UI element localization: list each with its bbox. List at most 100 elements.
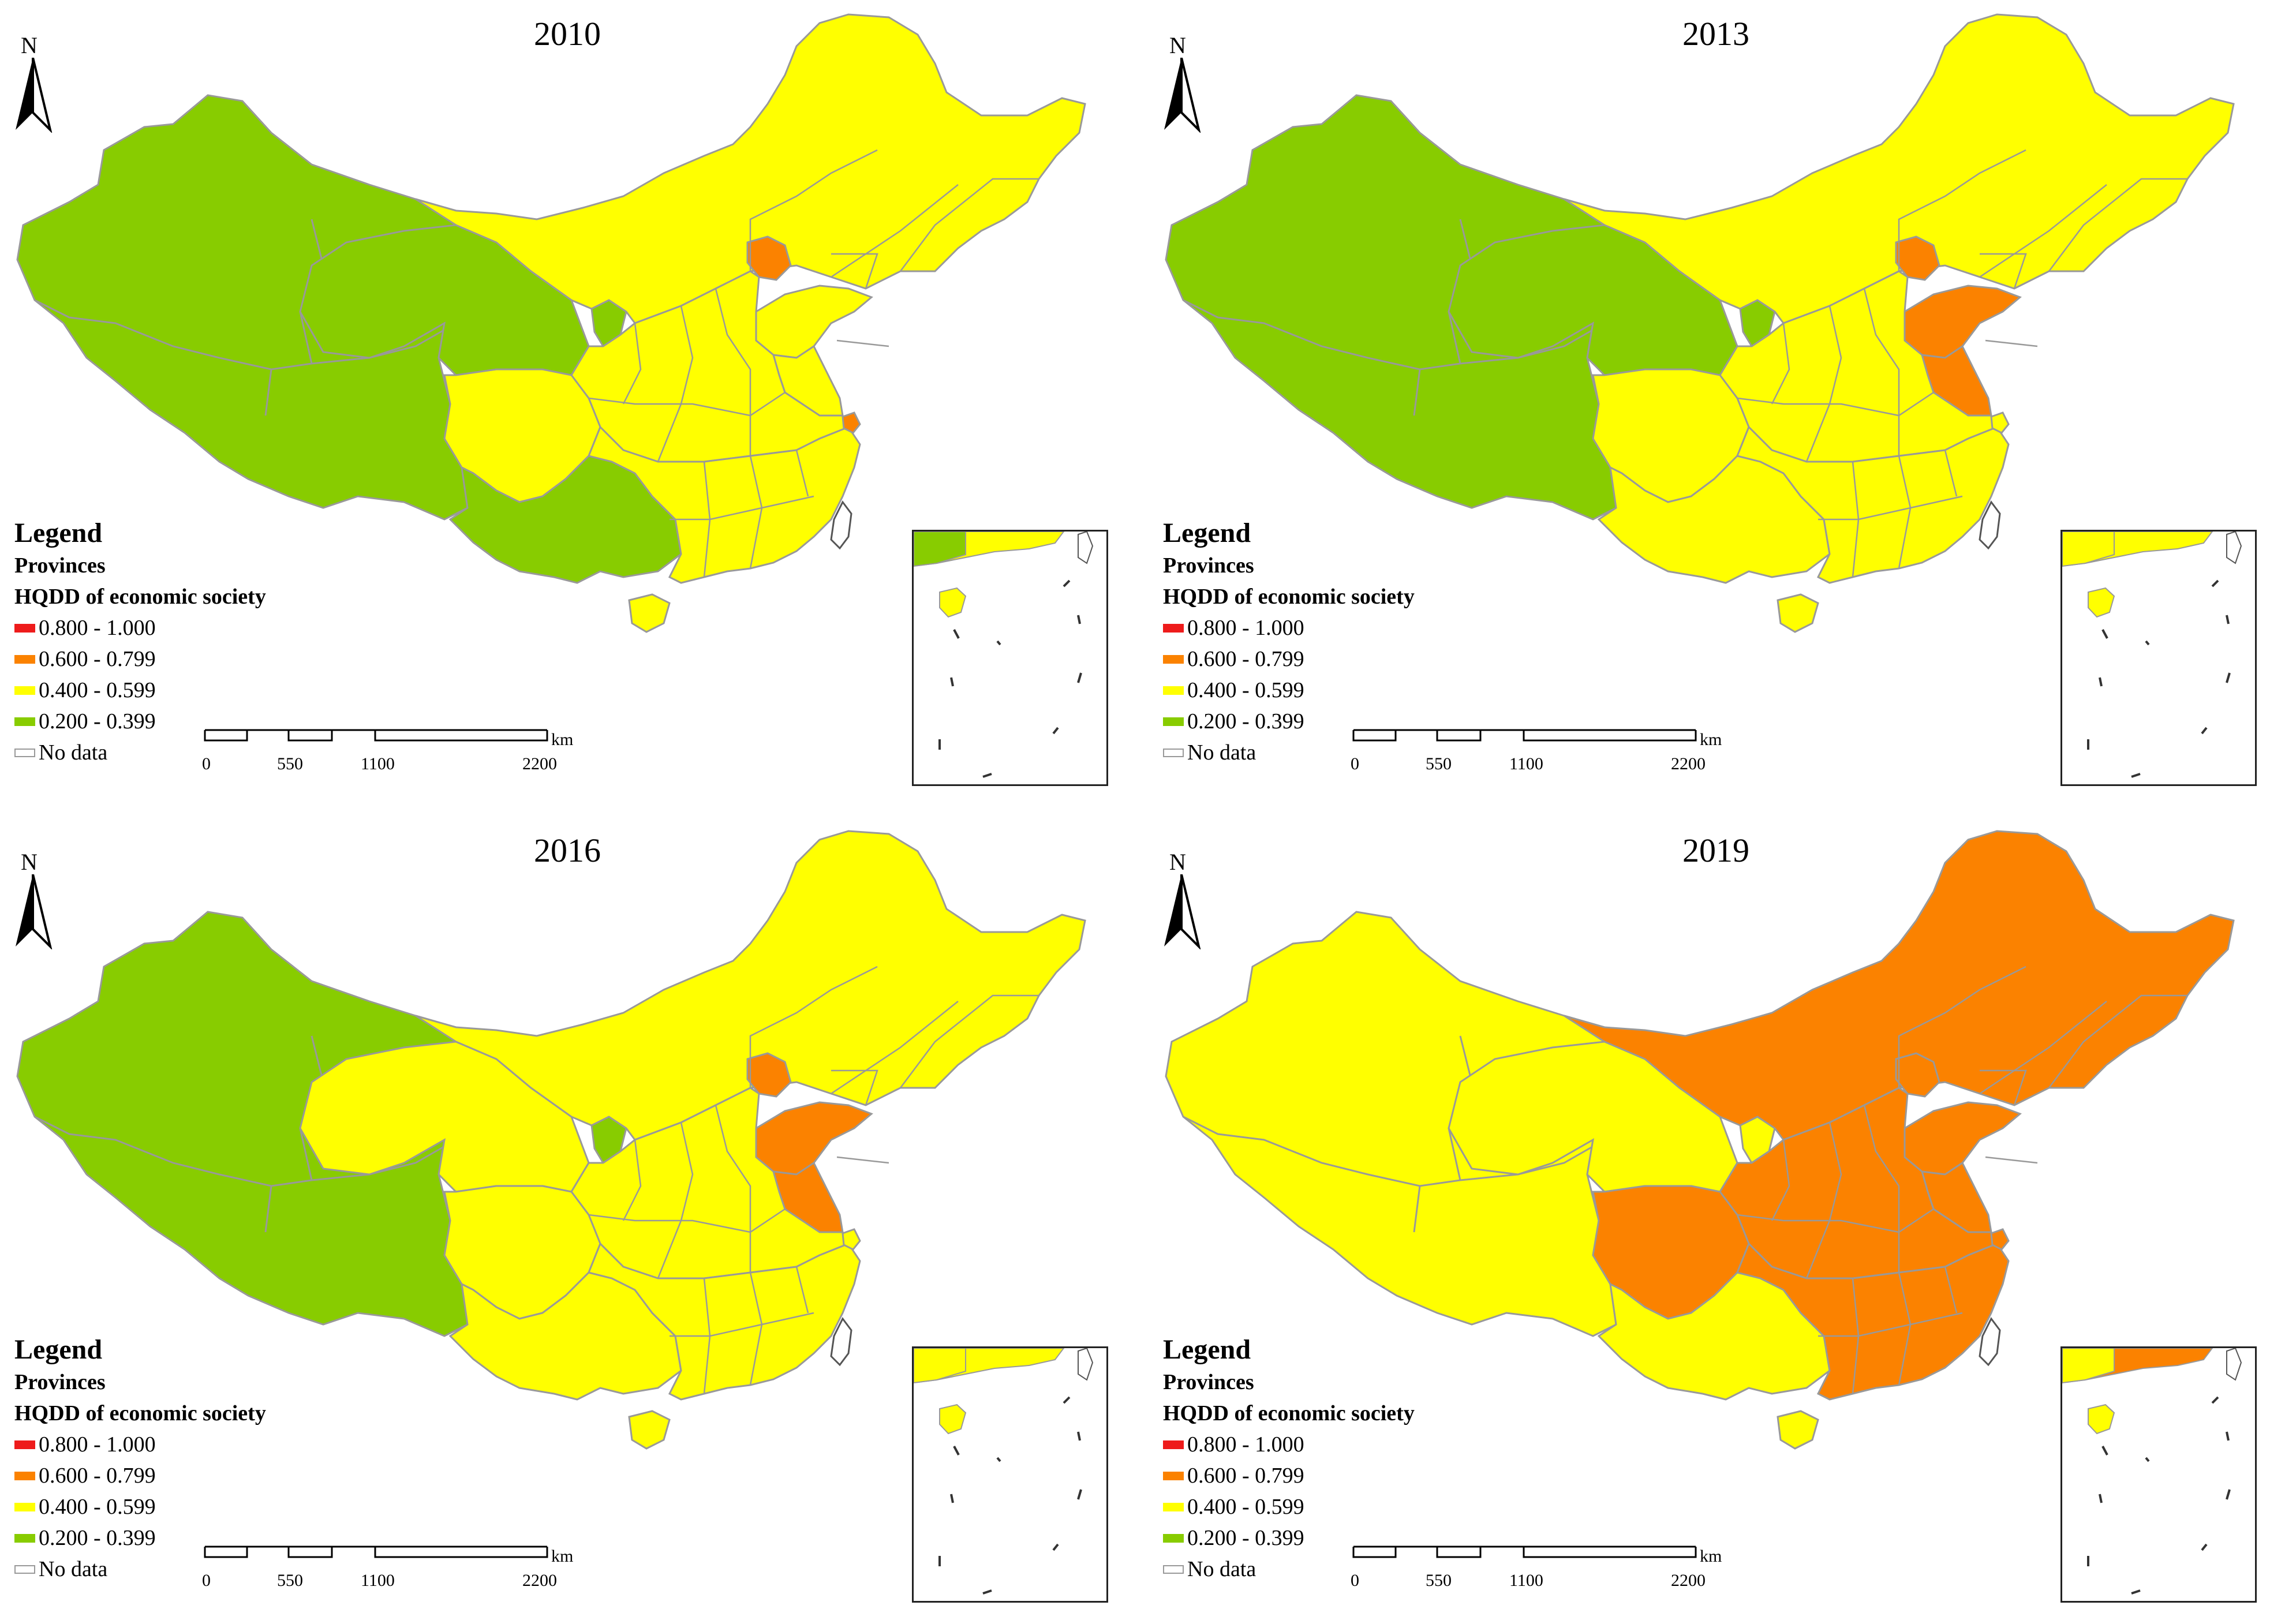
region-southeast <box>587 1242 861 1401</box>
south-china-sea-inset <box>2060 530 2257 786</box>
legend-row: 0.200 - 0.399 <box>1163 706 1567 737</box>
scale-bar: km 0 550 1100 2200 <box>202 719 577 782</box>
scale-tick: 1100 <box>361 1571 395 1590</box>
legend: Legend Provinces HQDD of economic societ… <box>1163 517 1567 768</box>
north-label: N <box>1169 849 1186 875</box>
legend-row: No data <box>1163 1554 1567 1585</box>
scale-bar-graphic <box>1352 729 1697 742</box>
inset-hainan <box>939 587 967 618</box>
legend-row: 0.600 - 0.799 <box>14 1460 418 1491</box>
legend-row: 0.800 - 1.000 <box>14 612 418 643</box>
legend-swatch <box>14 748 35 757</box>
legend-layer: Provinces <box>1163 553 1254 578</box>
island-dashes <box>938 1396 1082 1595</box>
legend-swatch <box>1163 1440 1184 1449</box>
legend-field: HQDD of economic society <box>14 1401 266 1425</box>
year-title: 2010 <box>534 15 601 53</box>
region-southeast <box>1736 425 2010 584</box>
inset-taiwan <box>2226 532 2242 564</box>
legend-label: 0.800 - 1.000 <box>39 616 156 640</box>
scale-bar-graphic <box>204 729 548 742</box>
legend-label: 0.600 - 0.799 <box>1187 1464 1304 1488</box>
legend-label: 0.600 - 0.799 <box>1187 647 1304 671</box>
legend-label: No data <box>1187 740 1256 765</box>
legend-swatch <box>14 1440 35 1449</box>
scale-tick: 0 <box>1351 1571 1359 1590</box>
region-northeast <box>415 13 1086 324</box>
scale-tick: 0 <box>202 1571 211 1590</box>
year-title: 2019 <box>1682 832 1749 869</box>
map-panel-2013: 2013 N Legend Provinces HQDD of economic… <box>1149 0 2270 807</box>
map-panel-2016: 2016 N Legend Provinces HQDD of economic… <box>0 817 1135 1624</box>
north-arrow: N <box>1161 32 1202 136</box>
north-label: N <box>21 849 38 875</box>
year-title: 2013 <box>1682 15 1749 53</box>
legend: Legend Provinces HQDD of economic societ… <box>14 517 418 768</box>
legend-swatch <box>1163 1533 1184 1543</box>
legend-label: 0.200 - 0.399 <box>1187 709 1304 734</box>
scale-unit: km <box>1700 1547 1722 1566</box>
region-beijing <box>746 1052 792 1098</box>
legend-swatch <box>14 623 35 633</box>
legend-label: 0.200 - 0.399 <box>1187 1526 1304 1550</box>
legend-swatch <box>1163 1471 1184 1480</box>
region-hainan <box>628 1410 671 1450</box>
taiwan-outline <box>830 500 852 550</box>
north-arrow: N <box>1161 848 1202 952</box>
inset-taiwan <box>1078 532 1094 564</box>
scale-tick: 1100 <box>361 754 395 773</box>
legend-label: 0.600 - 0.799 <box>39 1464 156 1488</box>
legend-row: 0.400 - 0.599 <box>1163 1491 1567 1522</box>
inset-west <box>2062 532 2115 567</box>
legend-swatch <box>1163 623 1184 633</box>
legend-label: 0.600 - 0.799 <box>39 647 156 671</box>
legend-row: 0.200 - 0.399 <box>1163 1522 1567 1554</box>
scale-tick: 1100 <box>1509 754 1543 773</box>
south-china-sea-inset <box>912 1346 1108 1603</box>
legend-swatch <box>14 686 35 695</box>
region-hainan <box>1777 593 1819 633</box>
legend-row: 0.400 - 0.599 <box>14 1491 418 1522</box>
scale-unit: km <box>551 730 574 749</box>
legend-label: 0.800 - 1.000 <box>1187 616 1304 640</box>
province-border <box>588 149 1039 578</box>
legend-swatch <box>14 1533 35 1543</box>
taiwan-outline <box>830 1317 852 1367</box>
scale-bar: km 0 550 1100 2200 <box>1351 719 1726 782</box>
scale-bar-graphic <box>1352 1546 1697 1558</box>
region-beijing <box>1895 1052 1940 1098</box>
legend-label: 0.400 - 0.599 <box>39 678 156 702</box>
legend-row: 0.600 - 0.799 <box>14 643 418 675</box>
scale-tick: 2200 <box>522 1571 557 1590</box>
island-dashes <box>938 579 1082 778</box>
scale-bar-graphic <box>204 1546 548 1558</box>
north-arrow-icon <box>16 58 53 133</box>
scale-tick: 2200 <box>522 754 557 773</box>
legend-label: 0.400 - 0.599 <box>1187 1495 1304 1519</box>
north-arrow: N <box>13 32 53 136</box>
south-china-sea-inset <box>912 530 1108 786</box>
legend-row: 0.200 - 0.399 <box>14 706 418 737</box>
scale-bar: km 0 550 1100 2200 <box>202 1535 577 1599</box>
china-map <box>1165 830 2235 1450</box>
region-beijing <box>746 235 792 281</box>
island-dashes <box>2087 1396 2231 1595</box>
map-panel-2010: 2010 N Legend Provinces HQDD of economic… <box>0 0 1135 807</box>
inset-map <box>914 532 1094 778</box>
legend-row: 0.200 - 0.399 <box>14 1522 418 1554</box>
inset-hainan <box>2088 587 2115 618</box>
legend-swatch <box>14 717 35 726</box>
legend-layer: Provinces <box>14 553 106 578</box>
legend-swatch <box>1163 654 1184 664</box>
south-china-sea-inset <box>2060 1346 2257 1603</box>
legend-title: Legend <box>1163 1334 1251 1365</box>
legend-title: Legend <box>1163 518 1251 548</box>
legend-swatch <box>1163 686 1184 695</box>
island-dashes <box>2087 579 2231 778</box>
inset-west <box>914 532 966 567</box>
legend-row: No data <box>14 737 418 768</box>
legend-label: No data <box>39 740 108 765</box>
legend-row: 0.800 - 1.000 <box>14 1429 418 1460</box>
china-map <box>1165 13 2235 633</box>
scale-bar: km 0 550 1100 2200 <box>1351 1535 1726 1599</box>
